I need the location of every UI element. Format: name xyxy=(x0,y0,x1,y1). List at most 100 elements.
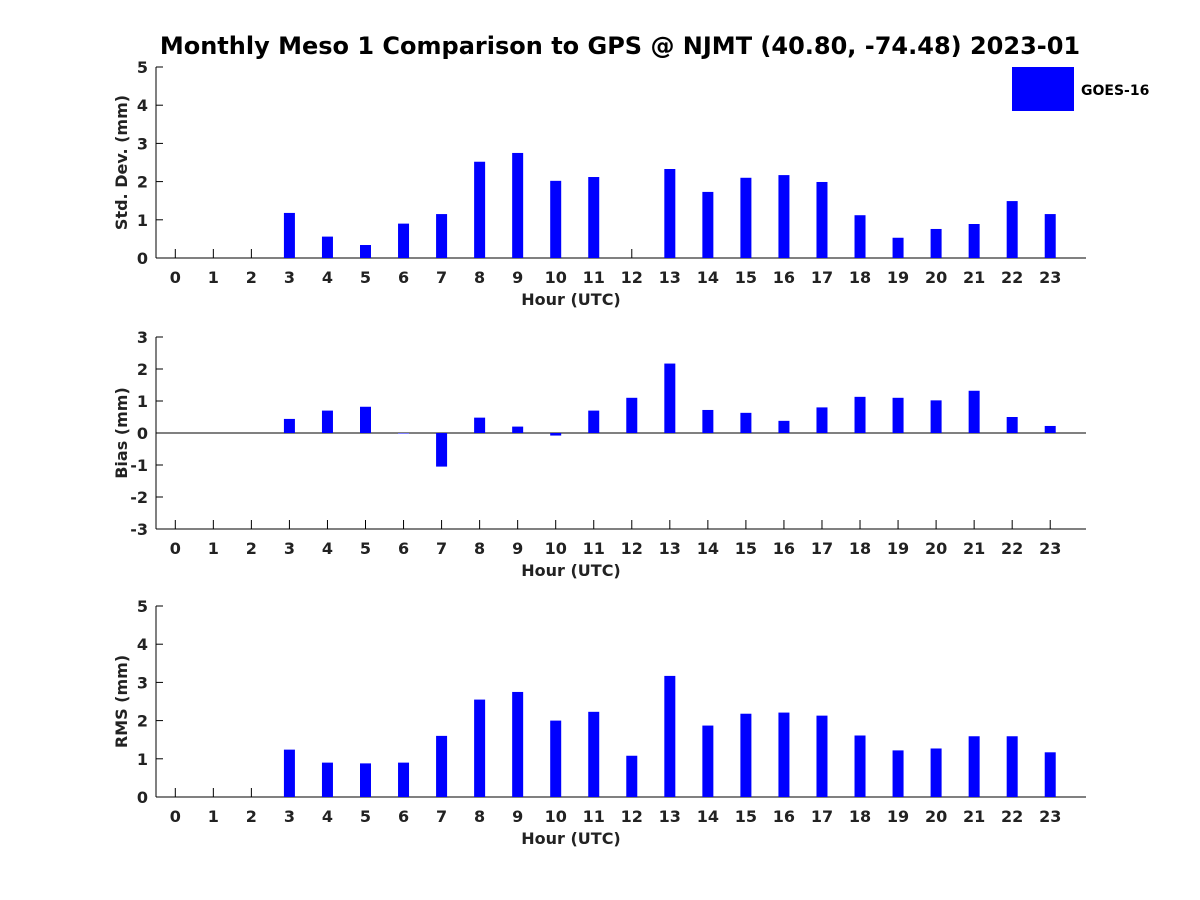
y-tick-label: 3 xyxy=(137,134,148,153)
x-tick-label: 2 xyxy=(246,807,257,826)
x-tick-label: 16 xyxy=(773,807,795,826)
y-axis-label: Std. Dev. (mm) xyxy=(112,95,131,230)
bar xyxy=(512,691,524,797)
bar xyxy=(968,736,980,797)
x-tick-label: 12 xyxy=(621,268,643,287)
x-tick-label: 11 xyxy=(583,807,605,826)
bar xyxy=(588,177,600,258)
y-tick-label: 2 xyxy=(137,173,148,192)
x-tick-label: 1 xyxy=(208,807,219,826)
bar xyxy=(474,417,486,433)
x-tick-label: 17 xyxy=(811,807,833,826)
x-tick-label: 7 xyxy=(436,539,447,558)
y-tick-label: 3 xyxy=(137,328,148,347)
bar xyxy=(283,212,295,258)
x-tick-label: 3 xyxy=(284,539,295,558)
bar xyxy=(550,720,562,797)
x-tick-label: 23 xyxy=(1039,268,1061,287)
x-tick-label: 21 xyxy=(963,268,985,287)
bar xyxy=(398,762,410,797)
bar xyxy=(626,397,638,433)
y-axis-label: Bias (mm) xyxy=(112,387,131,479)
bar xyxy=(854,735,866,797)
bar xyxy=(398,223,410,258)
y-tick-label: 0 xyxy=(137,788,148,807)
x-tick-label: 8 xyxy=(474,268,485,287)
bar xyxy=(854,215,866,258)
x-tick-label: 18 xyxy=(849,539,871,558)
x-tick-label: 15 xyxy=(735,268,757,287)
x-tick-label: 5 xyxy=(360,268,371,287)
legend-swatch xyxy=(1012,67,1074,111)
x-tick-label: 14 xyxy=(697,539,719,558)
x-tick-label: 20 xyxy=(925,268,947,287)
x-tick-label: 1 xyxy=(208,539,219,558)
x-tick-label: 20 xyxy=(925,539,947,558)
bar xyxy=(1044,425,1056,433)
bar xyxy=(550,433,562,436)
bar xyxy=(892,237,904,258)
y-tick-label: -3 xyxy=(130,520,148,539)
x-tick-label: 2 xyxy=(246,268,257,287)
bar xyxy=(778,175,790,258)
x-tick-label: 15 xyxy=(735,539,757,558)
x-tick-label: 11 xyxy=(583,268,605,287)
bar xyxy=(740,412,752,433)
bar xyxy=(664,675,676,797)
y-tick-label: -2 xyxy=(130,488,148,507)
x-tick-label: 1 xyxy=(208,268,219,287)
bar xyxy=(436,433,448,467)
x-tick-label: 4 xyxy=(322,268,333,287)
y-tick-label: 1 xyxy=(137,392,148,411)
y-tick-label: 2 xyxy=(137,712,148,731)
x-tick-label: 0 xyxy=(170,807,181,826)
x-tick-label: 20 xyxy=(925,807,947,826)
x-tick-label: 21 xyxy=(963,807,985,826)
x-tick-label: 14 xyxy=(697,268,719,287)
x-tick-label: 16 xyxy=(773,268,795,287)
x-tick-label: 8 xyxy=(474,539,485,558)
x-tick-label: 21 xyxy=(963,539,985,558)
y-axis-label: RMS (mm) xyxy=(112,655,131,748)
x-tick-label: 8 xyxy=(474,807,485,826)
bar xyxy=(321,762,333,797)
x-tick-label: 22 xyxy=(1001,268,1023,287)
bar xyxy=(892,750,904,797)
bar xyxy=(626,755,638,797)
x-tick-label: 6 xyxy=(398,807,409,826)
x-tick-label: 10 xyxy=(545,807,567,826)
x-tick-label: 3 xyxy=(284,807,295,826)
bar xyxy=(321,410,333,433)
bar xyxy=(321,236,333,258)
x-tick-label: 19 xyxy=(887,268,909,287)
y-tick-label: 2 xyxy=(137,360,148,379)
bar xyxy=(1006,417,1018,433)
x-tick-label: 0 xyxy=(170,539,181,558)
bar xyxy=(778,420,790,433)
x-tick-label: 9 xyxy=(512,807,523,826)
x-tick-label: 6 xyxy=(398,539,409,558)
x-tick-label: 17 xyxy=(811,539,833,558)
bar xyxy=(436,214,448,258)
x-tick-label: 19 xyxy=(887,539,909,558)
bar xyxy=(930,400,942,433)
bar xyxy=(398,433,410,434)
x-tick-label: 13 xyxy=(659,539,681,558)
x-axis-label: Hour (UTC) xyxy=(521,290,621,309)
x-tick-label: 23 xyxy=(1039,807,1061,826)
x-tick-label: 0 xyxy=(170,268,181,287)
x-tick-label: 22 xyxy=(1001,807,1023,826)
bar xyxy=(588,410,600,433)
bar xyxy=(778,712,790,797)
legend-label: GOES-16 xyxy=(1081,83,1149,99)
bar xyxy=(283,418,295,433)
x-tick-label: 9 xyxy=(512,268,523,287)
x-tick-label: 11 xyxy=(583,539,605,558)
x-tick-label: 9 xyxy=(512,539,523,558)
bar xyxy=(702,725,714,797)
x-tick-label: 13 xyxy=(659,268,681,287)
bar xyxy=(702,191,714,258)
